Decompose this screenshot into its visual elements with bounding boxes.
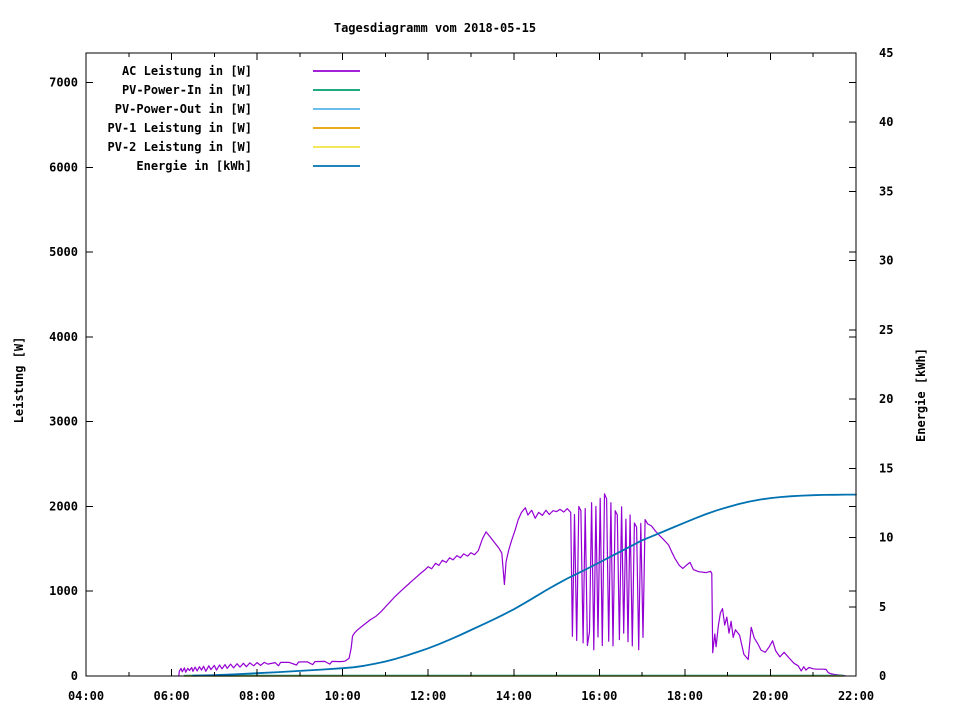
x-tick-label: 22:00	[838, 689, 874, 703]
x-tick-label: 04:00	[68, 689, 104, 703]
x-tick-label: 12:00	[410, 689, 446, 703]
y2-tick-label: 15	[879, 461, 893, 475]
x-tick-label: 10:00	[325, 689, 361, 703]
y-tick-label: 6000	[49, 160, 78, 174]
y2-tick-label: 25	[879, 323, 893, 337]
y-tick-label: 5000	[49, 245, 78, 259]
chart-title: Tagesdiagramm vom 2018-05-15	[333, 21, 537, 35]
legend-item: PV-Power-In in [W]	[122, 83, 360, 97]
y2-tick-label: 30	[879, 254, 893, 268]
y-tick-label: 3000	[49, 415, 78, 429]
y-tick-label: 4000	[49, 330, 78, 344]
y2-tick-label: 45	[879, 46, 893, 60]
y2-tick-label: 20	[879, 392, 893, 406]
y2-tick-label: 10	[879, 531, 893, 545]
x-tick-label: 18:00	[667, 689, 703, 703]
y-tick-label: 7000	[49, 76, 78, 90]
legend-item: PV-Power-Out in [W]	[115, 102, 360, 116]
x-tick-label: 06:00	[153, 689, 189, 703]
y-tick-label: 2000	[49, 499, 78, 513]
legend-item-label: AC Leistung in [W]	[122, 64, 252, 78]
y2-tick-label: 40	[879, 115, 893, 129]
y2-tick-label: 0	[879, 669, 886, 683]
line-ac-leistung-in-w	[178, 493, 846, 677]
legend: AC Leistung in [W] PV-Power-In in [W] PV-P…	[108, 64, 360, 173]
x-tick-label: 20:00	[752, 689, 788, 703]
legend-item: PV-1 Leistung in [W]	[108, 121, 360, 135]
x-tick-label: 14:00	[496, 689, 532, 703]
legend-item-label: PV-2 Leistung in [W]	[108, 140, 253, 154]
legend-item: PV-2 Leistung in [W]	[108, 140, 360, 154]
line-energie-in-kwh	[191, 493, 857, 677]
x-tick-label: 16:00	[581, 689, 617, 703]
legend-item-label: PV-1 Leistung in [W]	[108, 121, 253, 135]
y-tick-label: 1000	[49, 584, 78, 598]
x-tick-label: 08:00	[239, 689, 275, 703]
y-tick-label: 0	[71, 669, 78, 683]
legend-item-label: Energie in [kWh]	[136, 159, 252, 173]
y2-tick-label: 35	[879, 184, 893, 198]
legend-item: Energie in [kWh]	[136, 159, 360, 173]
legend-item: AC Leistung in [W]	[122, 64, 360, 78]
y2-tick-label: 5	[879, 600, 886, 614]
legend-item-label: PV-Power-In in [W]	[122, 83, 252, 97]
legend-item-label: PV-Power-Out in [W]	[115, 102, 252, 116]
